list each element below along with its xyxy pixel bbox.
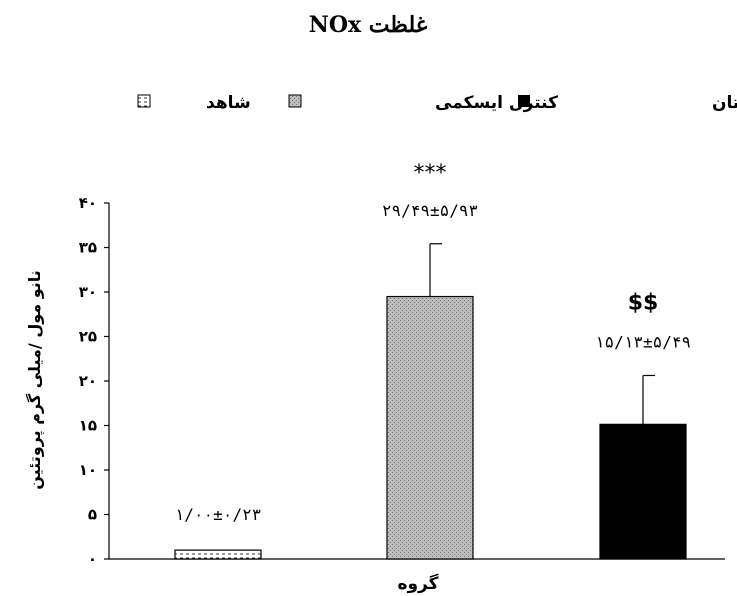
- y-tick-label: ۳۰: [79, 283, 97, 301]
- y-axis-label: نانو مول /میلی گرم پروتئین: [25, 270, 45, 490]
- y-tick-label: ۲۰: [79, 372, 97, 390]
- bar-control: [174, 549, 262, 560]
- legend-swatch-ischemia: [288, 94, 302, 108]
- legend-item-ischemia: کنترل ایسکمی: [288, 93, 558, 113]
- y-tick-label: ۴۰: [79, 194, 97, 212]
- data-label-control: ۱/۰۰±۰/۲۳: [175, 505, 262, 524]
- y-tick-label: ۵: [88, 506, 97, 524]
- y-tick-label: ۱۵: [79, 417, 97, 435]
- y-tick-label: ۳۵: [79, 239, 97, 257]
- y-tick-label: ۲۵: [79, 328, 97, 346]
- legend: ایسکمی و لوزارتان کنترل ایسکمی شاهد: [137, 93, 737, 113]
- legend-label-losartan: ایسکمی و لوزارتان: [712, 93, 737, 113]
- x-axis-label: گروه: [397, 573, 438, 594]
- data-label-losartan: ۱۵/۱۳±۵/۴۹: [595, 332, 691, 351]
- chart-title: غلظت NOx: [309, 12, 428, 38]
- legend-item-control: شاهد: [137, 93, 251, 113]
- bars: ۱/۰۰±۰/۲۳ ۲۹/۴۹±۵/۹۳ *** ۱۵/۱۳±۵/۴۹ $$: [174, 161, 691, 560]
- y-tick-label: ۱۰: [79, 461, 97, 479]
- bar-losartan: [599, 423, 687, 560]
- y-tick-label: ۰: [88, 550, 97, 568]
- legend-item-losartan: ایسکمی و لوزارتان: [518, 93, 737, 113]
- data-label-ischemia: ۲۹/۴۹±۵/۹۳: [382, 201, 478, 220]
- bar-ischemia: [386, 295, 474, 560]
- y-ticks: ۰ ۵ ۱۰ ۱۵ ۲۰ ۲۵ ۳۰ ۳۵ ۴۰: [79, 194, 109, 568]
- legend-label-control: شاهد: [206, 93, 251, 113]
- legend-label-ischemia: کنترل ایسکمی: [435, 93, 558, 113]
- significance-ischemia: ***: [414, 161, 447, 186]
- significance-losartan: $$: [628, 290, 659, 315]
- legend-swatch-losartan: [518, 95, 530, 107]
- legend-swatch-control: [137, 94, 151, 108]
